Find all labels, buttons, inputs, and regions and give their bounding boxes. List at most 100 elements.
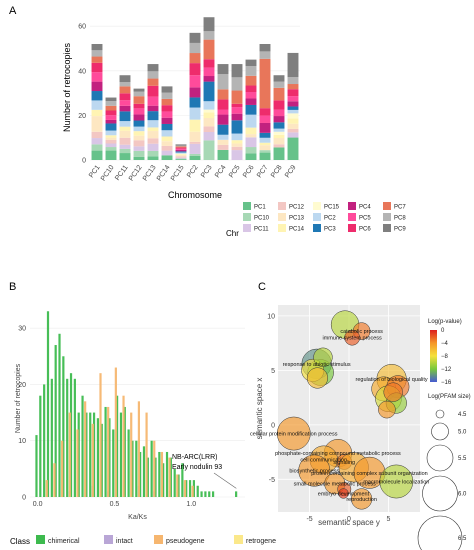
panel-a-bar-segment — [91, 44, 103, 51]
panel-a-bar-segment — [91, 150, 103, 160]
panel-a-bar-segment — [287, 109, 299, 114]
panel-c-xtick-label: 5 — [386, 516, 390, 523]
panel-b-bar — [131, 440, 134, 497]
panel-c-bubble-label: catabolic process — [340, 329, 383, 335]
panel-a-xtick-label: PC11 — [114, 164, 130, 182]
panel-a-bar-segment — [105, 147, 117, 151]
panel-b-bar — [123, 406, 126, 497]
panel-a-bar-segment — [91, 81, 103, 92]
panel-a-bar-segment — [161, 145, 173, 151]
panel-a-bar-segment — [217, 109, 229, 115]
panel-a-legend-label: PC3 — [324, 227, 336, 233]
panel-b-bar — [39, 395, 42, 497]
panel-b-bar — [73, 378, 76, 497]
panel-a-bar-segment — [245, 66, 257, 76]
panel-a-bar-segment — [287, 123, 299, 129]
panel-a-bar-segment — [133, 140, 145, 147]
panel-a-legend-label: PC9 — [394, 227, 406, 233]
panel-a-legend-title: Chr — [226, 229, 239, 238]
panel-a-bar-segment — [287, 77, 299, 85]
panel-a-bar-segment — [259, 145, 271, 151]
panel-c-size-legend-label: 5.5 — [458, 456, 467, 462]
panel-c-size-legend-label: 6.0 — [458, 492, 467, 498]
panel-a-bar-segment — [245, 127, 257, 135]
panel-c-ytick-label: 0 — [271, 422, 275, 429]
panel-a-bar-segment — [245, 91, 257, 99]
panel-a-legend-label: PC1 — [254, 205, 266, 211]
panel-a-bar-segment — [133, 146, 145, 151]
panel-a-ytick-label: 40 — [78, 68, 86, 75]
panel-a-bar-segment — [147, 105, 159, 112]
panel-b-bar — [153, 440, 156, 497]
panel-a-xlabel: Chromosome — [168, 190, 222, 200]
panel-a-bar-segment — [217, 124, 229, 135]
panel-c-xtick-label: -5 — [306, 516, 312, 523]
panel-a-bar-segment — [105, 110, 117, 116]
panel-a-bar-segment — [231, 77, 243, 91]
panel-b-bar — [176, 474, 179, 497]
panel-b-bar — [211, 491, 215, 497]
panel-c-bubble-label: embryo development — [318, 491, 370, 497]
panel-a-bar-segment — [203, 101, 215, 110]
panel-b-bar — [99, 373, 102, 497]
panel-a-bar-segment — [203, 17, 215, 32]
panel-c-colorbar-tick-label: −8 — [441, 354, 449, 360]
panel-c-colorbar-tick-label: −16 — [441, 380, 452, 386]
panel-c-xtick-label: 0 — [347, 516, 351, 523]
panel-a-bar-segment — [161, 150, 173, 156]
panel-a-bar-segment — [91, 50, 103, 57]
panel-a-legend-swatch — [383, 213, 391, 221]
panel-b-bar — [54, 345, 57, 497]
panel-b-bar — [142, 446, 146, 497]
panel-a-xtick-label: PC7 — [256, 164, 270, 179]
panel-b-bar — [173, 468, 176, 497]
panel-c-bubble-label: regulation of biological quality — [356, 377, 428, 383]
panel-c-xlabel: semantic space y — [318, 518, 380, 527]
panel-b-legend-title: Class — [10, 537, 30, 546]
panel-a-bar-segment — [287, 128, 299, 133]
panel-a-bar-segment — [175, 149, 187, 152]
panel-b-bar — [85, 412, 88, 497]
panel-c-letter: C — [258, 281, 266, 293]
panel-a-bar-segment — [161, 136, 173, 142]
panel-a-bar-segment — [287, 118, 299, 124]
panel-a-bar-segment — [175, 154, 187, 156]
panel-a-bar-segment — [273, 116, 285, 123]
panel-a-bar-segment — [203, 81, 215, 102]
panel-a-bar-segment — [189, 87, 201, 98]
panel-a-bar-segment — [105, 119, 117, 124]
panel-a-bar-segment — [161, 98, 173, 106]
panel-a-bar-segment — [203, 126, 215, 133]
panel-a-bar-segment — [189, 97, 201, 108]
panel-a-bar-segment — [175, 147, 187, 149]
panel-a-bar-segment — [189, 32, 201, 43]
panel-c-size-legend-title: Log(PFAM size) — [428, 394, 471, 400]
panel-a-bar-segment — [217, 139, 229, 145]
panel-a-xtick-label: PC3 — [200, 164, 214, 179]
panel-b-bar — [168, 457, 171, 497]
panel-a-bar-segment — [231, 113, 243, 121]
panel-a-bar-segment — [119, 105, 131, 112]
panel-a-bar-segment — [105, 105, 117, 111]
panel-c-bubble-label: reproduction — [346, 497, 377, 503]
panel-b-bar — [96, 418, 100, 497]
panel-a-bar-segment — [175, 158, 187, 160]
panel-a-bar-segment — [217, 144, 229, 150]
panel-a-xtick-label: PC15 — [170, 164, 186, 182]
panel-a-legend-label: PC13 — [289, 216, 305, 222]
panel-a-legend-swatch — [313, 202, 321, 210]
panel-b-bar — [107, 406, 110, 497]
panel-a-bar-segment — [119, 130, 131, 138]
panel-c-bubble — [383, 382, 403, 402]
panel-b-bar — [165, 451, 169, 497]
panel-a-bar-segment — [133, 96, 145, 104]
panel-a-legend-swatch — [383, 202, 391, 210]
panel-a-bar-segment — [231, 146, 243, 151]
panel-a-bar-segment — [147, 156, 159, 160]
panel-c-bubble-label: phosphate-containing compound metabolic … — [275, 451, 401, 457]
panel-a-xtick-label: PC9 — [284, 164, 298, 179]
panel-b-bar — [181, 463, 184, 497]
panel-b-bar — [104, 406, 107, 497]
panel-a-bar-segment — [119, 93, 131, 101]
